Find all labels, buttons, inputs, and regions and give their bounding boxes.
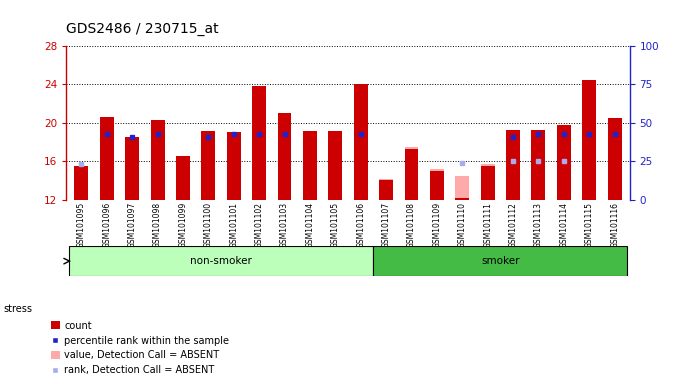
Legend: count, percentile rank within the sample, value, Detection Call = ABSENT, rank, : count, percentile rank within the sample… xyxy=(47,317,233,379)
Bar xyxy=(404,149,418,200)
Text: GSM101099: GSM101099 xyxy=(178,202,187,248)
Bar xyxy=(455,176,469,200)
Bar xyxy=(329,131,342,200)
Bar xyxy=(354,84,367,200)
Text: GSM101106: GSM101106 xyxy=(356,202,365,248)
Bar xyxy=(583,80,596,200)
Text: GSM101109: GSM101109 xyxy=(432,202,441,248)
Text: GSM101103: GSM101103 xyxy=(280,202,289,248)
Text: GSM101108: GSM101108 xyxy=(407,202,416,248)
Text: GSM101098: GSM101098 xyxy=(153,202,162,248)
Bar xyxy=(430,169,444,200)
Text: GSM101116: GSM101116 xyxy=(610,202,619,248)
Text: GSM101115: GSM101115 xyxy=(585,202,594,248)
Bar xyxy=(506,130,520,200)
Bar xyxy=(100,117,113,200)
Bar xyxy=(74,166,88,200)
Bar xyxy=(404,147,418,200)
Bar xyxy=(532,130,546,200)
Bar xyxy=(176,157,190,200)
Bar xyxy=(150,120,164,200)
Bar xyxy=(557,125,571,200)
Text: GSM101110: GSM101110 xyxy=(458,202,467,248)
Text: GSM101105: GSM101105 xyxy=(331,202,340,248)
Bar xyxy=(481,164,495,200)
Bar xyxy=(481,166,495,200)
Text: GSM101112: GSM101112 xyxy=(509,202,518,248)
Text: GSM101097: GSM101097 xyxy=(127,202,136,248)
Text: GSM101096: GSM101096 xyxy=(102,202,111,248)
Bar xyxy=(303,131,317,200)
Bar xyxy=(608,118,622,200)
Bar xyxy=(379,179,393,200)
Text: GSM101102: GSM101102 xyxy=(255,202,264,248)
Bar xyxy=(455,198,469,200)
Text: GSM101111: GSM101111 xyxy=(483,202,492,248)
Text: GSM101095: GSM101095 xyxy=(77,202,86,248)
Text: smoker: smoker xyxy=(481,256,520,266)
Text: GSM101104: GSM101104 xyxy=(306,202,315,248)
Bar xyxy=(278,113,292,200)
Bar xyxy=(303,132,317,200)
Bar xyxy=(227,132,241,200)
Text: stress: stress xyxy=(3,304,33,314)
Bar xyxy=(373,246,627,276)
Bar xyxy=(69,246,373,276)
Bar xyxy=(379,180,393,200)
Text: GSM101101: GSM101101 xyxy=(229,202,238,248)
Bar xyxy=(430,171,444,200)
Text: GDS2486 / 230715_at: GDS2486 / 230715_at xyxy=(66,23,219,36)
Bar xyxy=(125,137,139,200)
Bar xyxy=(74,166,88,200)
Bar xyxy=(201,131,215,200)
Text: GSM101114: GSM101114 xyxy=(560,202,569,248)
Bar xyxy=(329,164,342,200)
Bar xyxy=(252,86,266,200)
Text: GSM101107: GSM101107 xyxy=(381,202,390,248)
Text: GSM101100: GSM101100 xyxy=(204,202,213,248)
Text: non-smoker: non-smoker xyxy=(190,256,252,266)
Text: GSM101113: GSM101113 xyxy=(534,202,543,248)
